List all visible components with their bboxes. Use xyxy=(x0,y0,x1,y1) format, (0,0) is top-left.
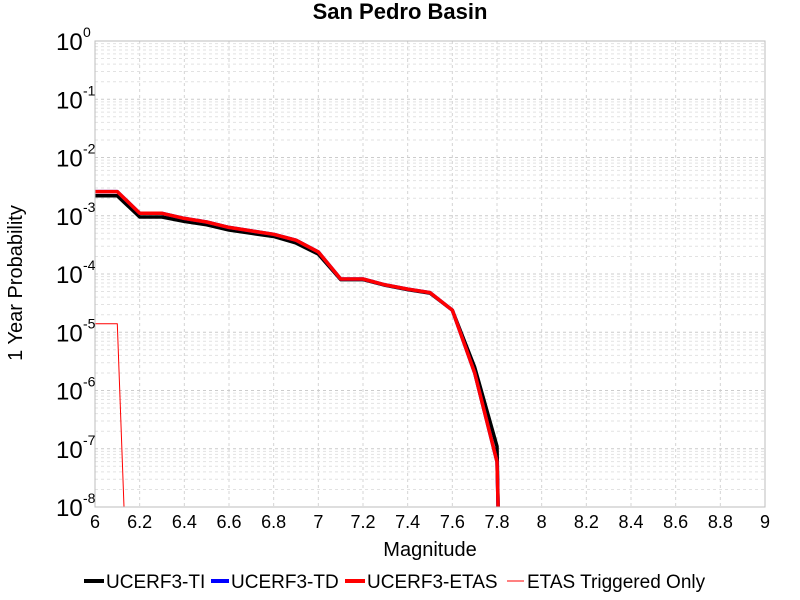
y-tick-label: 10 -8 xyxy=(56,490,96,522)
y-tick-base: 10 xyxy=(56,204,83,231)
y-tick-exponent: -4 xyxy=(83,257,96,273)
x-tick-label: 8.8 xyxy=(708,512,733,532)
y-tick-base: 10 xyxy=(56,146,83,173)
y-tick-base: 10 xyxy=(56,320,83,347)
y-tick-exponent: 0 xyxy=(83,24,91,40)
y-tick-exponent: -5 xyxy=(83,315,96,331)
legend-item-ucerf3-ti: UCERF3-TI xyxy=(84,572,205,593)
y-tick-exponent: -3 xyxy=(83,199,96,215)
x-tick-label: 7.6 xyxy=(440,512,465,532)
plot-frame xyxy=(94,40,766,508)
y-tick-exponent: -1 xyxy=(83,82,96,98)
x-tick-label: 6.8 xyxy=(261,512,286,532)
y-tick-label: 10 -2 xyxy=(56,141,96,173)
x-tick-label: 8.2 xyxy=(574,512,599,532)
x-tick-label: 7.4 xyxy=(395,512,420,532)
x-tick-label: 7.2 xyxy=(350,512,375,532)
x-tick-label: 7.8 xyxy=(484,512,509,532)
x-tick-label: 7 xyxy=(313,512,323,532)
x-tick-label: 6 xyxy=(90,512,100,532)
legend-label: UCERF3-TD xyxy=(231,572,339,593)
legend-label: UCERF3-ETAS xyxy=(367,572,498,593)
x-tick-label: 9 xyxy=(760,512,770,532)
y-tick-base: 10 xyxy=(56,262,83,289)
y-tick-base: 10 xyxy=(56,379,83,406)
legend-label: ETAS Triggered Only xyxy=(527,572,706,593)
y-tick-base: 10 xyxy=(56,87,83,114)
x-tick-label: 6.2 xyxy=(127,512,152,532)
y-tick-exponent: -6 xyxy=(83,374,96,390)
y-tick-label: 10 -6 xyxy=(56,374,96,406)
x-axis-label: Magnitude xyxy=(383,539,476,561)
x-tick-label: 8.4 xyxy=(618,512,643,532)
y-tick-label: 10 -7 xyxy=(56,432,96,464)
legend-item-ucerf3-etas: UCERF3-ETAS xyxy=(345,572,498,593)
y-tick-label: 10 -1 xyxy=(56,82,96,114)
series-lines xyxy=(95,189,500,508)
legend-item-etas-triggered-only: ETAS Triggered Only xyxy=(507,572,706,593)
y-tick-label: 10 -3 xyxy=(56,199,96,231)
legend-label: UCERF3-TI xyxy=(106,572,205,593)
series-line-etas-triggered-only xyxy=(95,323,125,508)
x-tick-label: 8 xyxy=(537,512,547,532)
y-axis-label: 1 Year Probability xyxy=(5,205,27,361)
series-line-ucerf3-etas xyxy=(95,189,500,508)
legend-item-ucerf3-td: UCERF3-TD xyxy=(211,572,339,593)
y-tick-base: 10 xyxy=(56,437,83,464)
x-tick-labels: 6 6.2 6.4 6.6 6.8 7 7.2 7.4 7.6 7.8 8 8.2 8.4 8.6 8.8 9 xyxy=(90,512,770,532)
y-tick-exponent: -2 xyxy=(83,141,96,157)
y-tick-label: 10 -4 xyxy=(56,257,96,289)
x-tick-label: 6.4 xyxy=(172,512,197,532)
y-tick-label: 10 -5 xyxy=(56,315,96,347)
y-tick-base: 10 xyxy=(56,29,83,56)
x-tick-label: 6.6 xyxy=(216,512,241,532)
y-tick-exponent: -8 xyxy=(83,490,96,506)
x-tick-label: 8.6 xyxy=(663,512,688,532)
legend: UCERF3-TI UCERF3-TD UCERF3-ETAS ETAS Trigge… xyxy=(84,572,706,593)
y-tick-label: 10 0 xyxy=(56,24,91,56)
grid xyxy=(94,41,766,508)
chart-title: San Pedro Basin xyxy=(313,0,488,24)
y-tick-exponent: -7 xyxy=(83,432,96,448)
y-tick-base: 10 xyxy=(56,495,83,522)
